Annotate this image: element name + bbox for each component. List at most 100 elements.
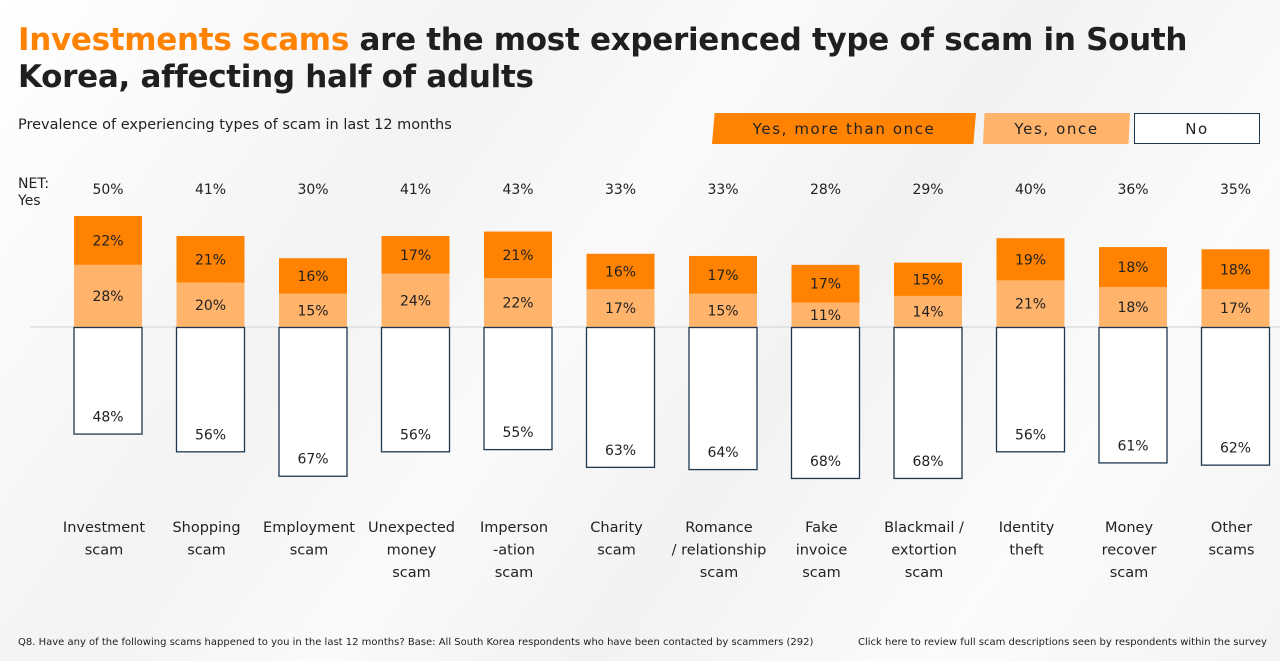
- net-yes-label: NET: Yes: [18, 176, 49, 210]
- data-label-yes-once: 18%: [1117, 300, 1148, 316]
- footer-question-note: Q8. Have any of the following scams happ…: [18, 637, 814, 648]
- category-tick-label: scam: [1110, 565, 1149, 581]
- category-tick-label: -ation: [493, 543, 535, 559]
- category-tick-label: Imperson: [480, 520, 548, 536]
- bar-segment-yes-more-than-once: [484, 231, 552, 279]
- bar-segment-yes-more-than-once: [586, 253, 655, 290]
- title-highlight: Investments scams: [18, 22, 349, 58]
- category-tick-label: scams: [1208, 543, 1254, 559]
- bar-segment-yes-more-than-once: [894, 262, 962, 296]
- bar-segment-yes-more-than-once: [74, 216, 142, 265]
- bar-segment-yes-once: [279, 293, 347, 327]
- data-label-no: 68%: [810, 454, 841, 470]
- data-label-no: 63%: [605, 443, 636, 459]
- category-tick-label: Fake: [805, 520, 838, 536]
- data-label-net-yes: 33%: [707, 182, 738, 198]
- data-label-no: 64%: [707, 445, 738, 461]
- data-label-yes-once: 28%: [92, 289, 123, 305]
- bar-segment-yes-once: [1201, 289, 1270, 327]
- legend-item-no: No: [1134, 113, 1260, 144]
- category-tick-label: scam: [85, 543, 124, 559]
- bar-segment-yes-once: [996, 280, 1065, 327]
- category-tick-label: recover: [1102, 543, 1157, 559]
- category-tick-label: money: [387, 543, 437, 559]
- data-label-yes-more-than-once: 16%: [605, 265, 636, 281]
- bar-segment-yes-once: [1099, 287, 1167, 327]
- category-tick-label: Money: [1105, 520, 1153, 536]
- data-label-no: 55%: [502, 425, 533, 441]
- category-tick-label: scam: [495, 565, 534, 581]
- legend-item-yes-once: Yes, once: [983, 113, 1130, 144]
- data-label-yes-more-than-once: 21%: [195, 252, 226, 268]
- data-label-net-yes: 50%: [92, 182, 123, 198]
- page-title: Investments scams are the most experienc…: [18, 22, 1258, 96]
- data-label-yes-once: 15%: [707, 303, 738, 319]
- bar-segment-yes-once: [586, 289, 655, 327]
- data-label-yes-more-than-once: 17%: [400, 248, 431, 264]
- bar-segment-no: [278, 326, 348, 477]
- bar-segment-no: [790, 326, 861, 480]
- footer-descriptions-link[interactable]: Click here to review full scam descripti…: [858, 637, 1267, 648]
- title-rest: are the most experienced type of scam in…: [18, 22, 1188, 95]
- category-tick-label: / relationship: [672, 543, 767, 559]
- net-label-line-1: NET:: [18, 176, 50, 192]
- data-label-net-yes: 40%: [1015, 182, 1046, 198]
- data-label-net-yes: 35%: [1220, 182, 1251, 198]
- data-label-yes-once: 11%: [810, 308, 841, 324]
- category-tick-label: scam: [597, 543, 636, 559]
- chart: 28% 22% 48% 50% Investment scam 20% 21% 56% 41% Sh…: [30, 182, 1280, 581]
- category-tick-label: Blackmail /: [884, 520, 964, 536]
- category-tick-label: Identity: [999, 520, 1055, 536]
- data-label-yes-more-than-once: 15%: [912, 272, 943, 288]
- data-label-yes-once: 15%: [297, 303, 328, 319]
- bar-segment-yes-more-than-once: [279, 258, 347, 294]
- category-tick-label: scam: [802, 565, 841, 581]
- data-label-no: 61%: [1117, 438, 1148, 454]
- category-tick-label: Other: [1211, 520, 1252, 536]
- bar-segment-yes-once: [894, 295, 962, 327]
- bar-segment-no: [175, 326, 246, 453]
- bar-segment-yes-once: [381, 273, 450, 327]
- bar-segment-yes-more-than-once: [996, 238, 1065, 281]
- category-tick-label: invoice: [796, 543, 848, 559]
- bar-segment-no: [688, 326, 758, 471]
- data-label-net-yes: 41%: [195, 182, 226, 198]
- data-label-no: 62%: [1220, 441, 1251, 457]
- data-label-yes-more-than-once: 21%: [502, 248, 533, 264]
- category-tick-label: extortion: [891, 543, 957, 559]
- bar-segment-no: [73, 326, 143, 435]
- data-label-net-yes: 29%: [912, 182, 943, 198]
- data-label-no: 56%: [1015, 427, 1046, 443]
- data-label-yes-once: 24%: [400, 293, 431, 309]
- category-tick-label: Shopping: [172, 520, 240, 536]
- category-tick-label: scam: [392, 565, 431, 581]
- data-label-no: 68%: [912, 454, 943, 470]
- data-label-yes-more-than-once: 18%: [1220, 262, 1251, 278]
- bar-segment-yes-more-than-once: [689, 255, 757, 294]
- bar-segment-no: [380, 326, 451, 453]
- category-tick-label: scam: [905, 565, 944, 581]
- category-tick-label: Unexpected: [368, 520, 455, 536]
- data-label-yes-once: 20%: [195, 298, 226, 314]
- category-tick-label: theft: [1009, 543, 1044, 559]
- data-label-no: 67%: [297, 452, 328, 468]
- bar-segment-no: [893, 326, 963, 480]
- category-tick-label: Romance: [685, 520, 752, 536]
- category-tick-label: Employment: [263, 520, 355, 536]
- data-label-yes-more-than-once: 17%: [707, 268, 738, 284]
- data-label-yes-once: 14%: [912, 304, 943, 320]
- bar-segment-yes-once: [484, 278, 552, 327]
- net-label-line-2: Yes: [18, 193, 41, 209]
- data-label-no: 48%: [92, 410, 123, 426]
- data-label-yes-once: 17%: [1220, 301, 1251, 317]
- data-label-no: 56%: [400, 427, 431, 443]
- data-label-net-yes: 41%: [400, 182, 431, 198]
- bar-segment-no: [1098, 326, 1168, 464]
- data-label-yes-more-than-once: 19%: [1015, 252, 1046, 268]
- data-label-yes-more-than-once: 16%: [297, 269, 328, 285]
- data-label-yes-once: 22%: [502, 296, 533, 312]
- data-label-yes-once: 21%: [1015, 297, 1046, 313]
- bar-segment-yes-more-than-once: [381, 235, 450, 274]
- bar-segment-yes-once: [74, 264, 142, 327]
- data-label-yes-more-than-once: 22%: [92, 233, 123, 249]
